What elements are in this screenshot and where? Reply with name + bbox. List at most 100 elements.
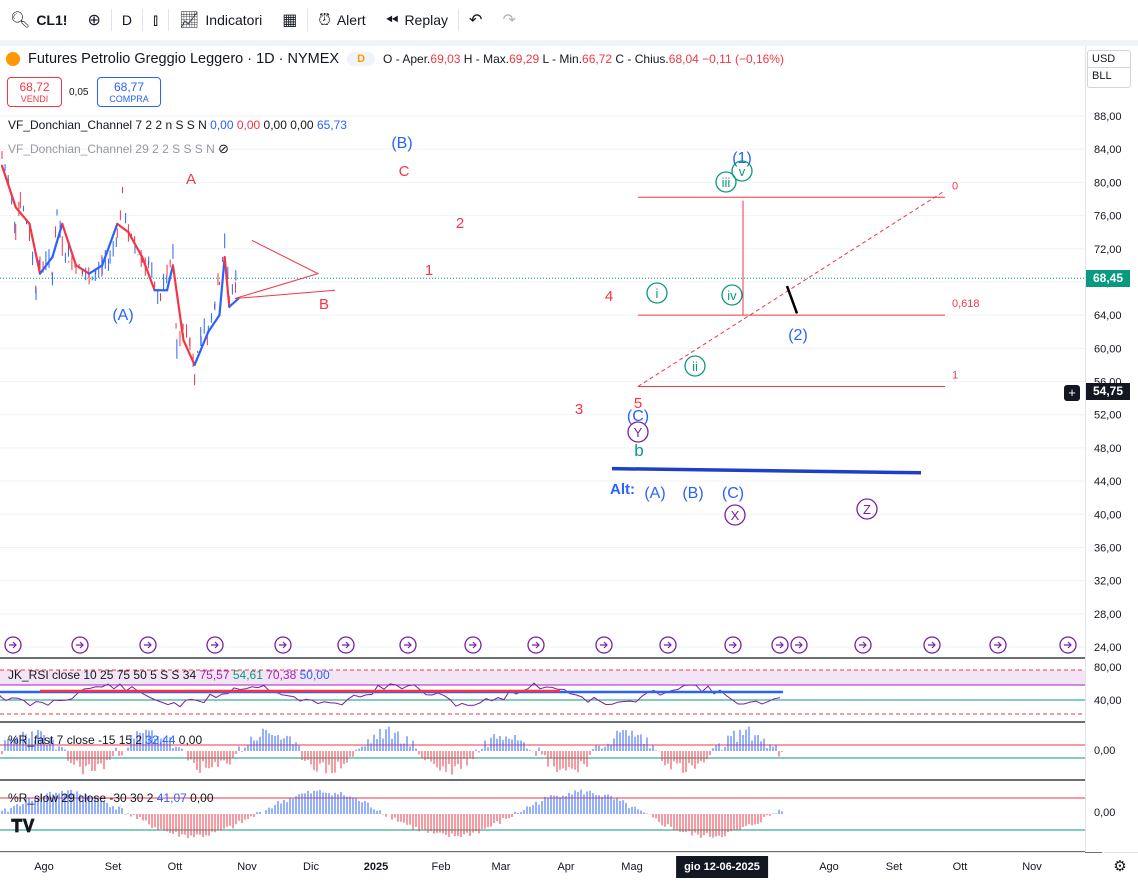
change-value: −0,11 (−0,16%) [702, 52, 784, 66]
rsi-name: JK_RSI close 10 25 75 50 5 S S 34 [8, 668, 197, 682]
rsi-legend[interactable]: JK_RSI close 10 25 75 50 5 S S 34 75,57 … [8, 668, 330, 682]
event-arrow-icon [9, 641, 17, 649]
rslow-v2: 0,00 [190, 791, 214, 805]
donchian-segment [193, 330, 210, 367]
price-scale-ticks: 88,0084,0080,0076,0072,0068,0064,0060,00… [1094, 111, 1122, 819]
divider [141, 9, 143, 31]
redo-button[interactable]: ↷ [492, 0, 525, 40]
wave-purple-Y: Y [634, 425, 643, 440]
top-toolbar: 🔍︎ CL1! ⊕ D ⫾ 📈︎ Indicatori ▦ ⏰︎ Alert ⏪… [0, 0, 1138, 41]
sell-label: VENDI [20, 94, 49, 104]
rfast-legend[interactable]: %R_fast 7 close -15 15 2 32,44 0,00 [8, 733, 202, 747]
donchian29-name: VF_Donchian_Channel 29 2 2 S S S N [8, 142, 215, 156]
wave-blue-C: (C) [627, 408, 649, 425]
fib-level-label: 0 [952, 180, 958, 192]
event-arrow-icon [279, 641, 287, 649]
layouts-button[interactable]: ▦ [272, 0, 307, 40]
rsi-tick-label: 40,00 [1094, 695, 1122, 707]
wave-red-3: 3 [575, 401, 583, 418]
event-arrow-icon [1064, 641, 1072, 649]
wave-purple-Z: Z [863, 502, 871, 517]
symbol-logo-icon [6, 52, 20, 66]
wave-purple-Y-circle [627, 421, 649, 443]
rsi-v1: 75,57 [199, 668, 230, 682]
settings-gear-icon[interactable]: ⚙ [1102, 852, 1138, 883]
event-arrow-icon [664, 641, 672, 649]
indicators-icon: 📈︎ [179, 10, 200, 29]
time-axis[interactable]: Ago Set Ott Nov Dic 2025 Feb Mar Apr Mag gio 12-06… [0, 852, 1085, 883]
rslow-pane [0, 789, 1085, 839]
delay-badge: D [347, 52, 376, 66]
indicators-label: Indicatori [205, 12, 263, 28]
wave-green-iii: iii [722, 175, 731, 190]
event-arrow-icon [469, 641, 477, 649]
rslow-v1: 41,07 [156, 791, 187, 805]
price-scale[interactable]: 88,0084,0080,0076,0072,0068,0064,0060,00… [1085, 46, 1138, 852]
indicators-button[interactable]: 📈︎ Indicatori [169, 0, 272, 40]
fib-level-label: 0,618 [952, 298, 980, 310]
interval-button[interactable]: D [112, 0, 142, 40]
undo-button[interactable]: ↶ [459, 0, 492, 40]
alert-button[interactable]: ⏰︎ Alert [308, 0, 375, 40]
chart-title: Futures Petrolio Greggio Leggero · 1D · … [28, 51, 340, 67]
donchian7-legend[interactable]: VF_Donchian_Channel 7 2 2 n S S N 0,00 0… [8, 118, 347, 132]
symbol-search[interactable]: 🔍︎ CL1! [0, 0, 77, 40]
price-tick-label: 60,00 [1094, 343, 1122, 355]
time-tick-label: Ott [167, 861, 183, 873]
rsi-tick-label: 80,00 [1094, 662, 1122, 674]
time-tick-label: Mar [491, 861, 511, 873]
alt-label: Alt: [610, 481, 635, 498]
price-tick-label: 84,00 [1094, 144, 1122, 156]
unit-label: BLL [1092, 70, 1112, 82]
open-value: 69,03 [430, 52, 461, 66]
hidden-eye-icon[interactable]: ⊘ [218, 142, 230, 157]
close-value: 68,04 [668, 52, 699, 66]
rsi-v3: 70,38 [266, 668, 297, 682]
donchian-segment [116, 222, 130, 234]
buy-button[interactable]: 68,77 COMPRA [97, 77, 161, 107]
price-tick-label: 44,00 [1094, 476, 1122, 488]
wave-red-A: A [186, 171, 196, 188]
currency-unit-selector[interactable]: USD BLL [1087, 50, 1131, 88]
time-tick-label: Mag [621, 861, 643, 873]
wave-red-5: 5 [634, 395, 642, 412]
donchian-segment [223, 255, 231, 308]
event-arrow-icon [144, 641, 152, 649]
fib-level-label: 1 [952, 369, 958, 381]
triangle-pattern [234, 240, 336, 300]
rsi-band [0, 670, 1085, 685]
event-arrow-icon [795, 641, 803, 649]
time-tick-label: gio 12-06-2025 [676, 856, 768, 878]
replay-button[interactable]: ⏪︎ Replay [376, 0, 458, 40]
alarm-clock-icon: ⏰︎ [318, 10, 331, 29]
wave-green-ii-circle [684, 355, 706, 377]
candles-icon: ⫾ [152, 10, 159, 29]
sell-button[interactable]: 68,72 VENDI [7, 77, 62, 107]
alt-support-line [611, 466, 922, 475]
rfast-v2: 0,00 [178, 733, 203, 747]
wave-green-v: v [739, 164, 746, 179]
donchian-segment [127, 231, 144, 259]
last-price-tag: 68,45 [1086, 269, 1130, 287]
price-tick-label: 76,00 [1094, 211, 1122, 223]
close-label: C - Chius. [615, 52, 669, 66]
rslow-legend[interactable]: %R_slow 29 close -30 30 2 41,07 0,00 [8, 791, 214, 805]
time-tick-label: Nov [237, 861, 257, 873]
wave-green-iv: iv [727, 288, 737, 303]
time-tick-label: Ott [952, 861, 968, 873]
donchian-segment [74, 264, 91, 275]
price-tick-label: 28,00 [1094, 609, 1122, 621]
donchian29-legend[interactable]: VF_Donchian_Channel 29 2 2 S S S N ⊘ [8, 142, 229, 158]
event-arrow-icon [729, 641, 737, 649]
donchian-segment [0, 164, 17, 209]
chart-type-button[interactable]: ⫾ [143, 0, 168, 40]
interval-label: D [121, 12, 132, 28]
alert-label: Alert [336, 12, 366, 28]
donchian7-v1: 0,00 [210, 118, 234, 132]
add-symbol-button[interactable]: ⊕ [77, 0, 110, 40]
rsi-pane [0, 669, 1085, 715]
add-alert-plus-icon[interactable]: + [1064, 385, 1080, 401]
donchian-segment [141, 255, 156, 292]
time-tick-label: Feb [431, 861, 451, 873]
